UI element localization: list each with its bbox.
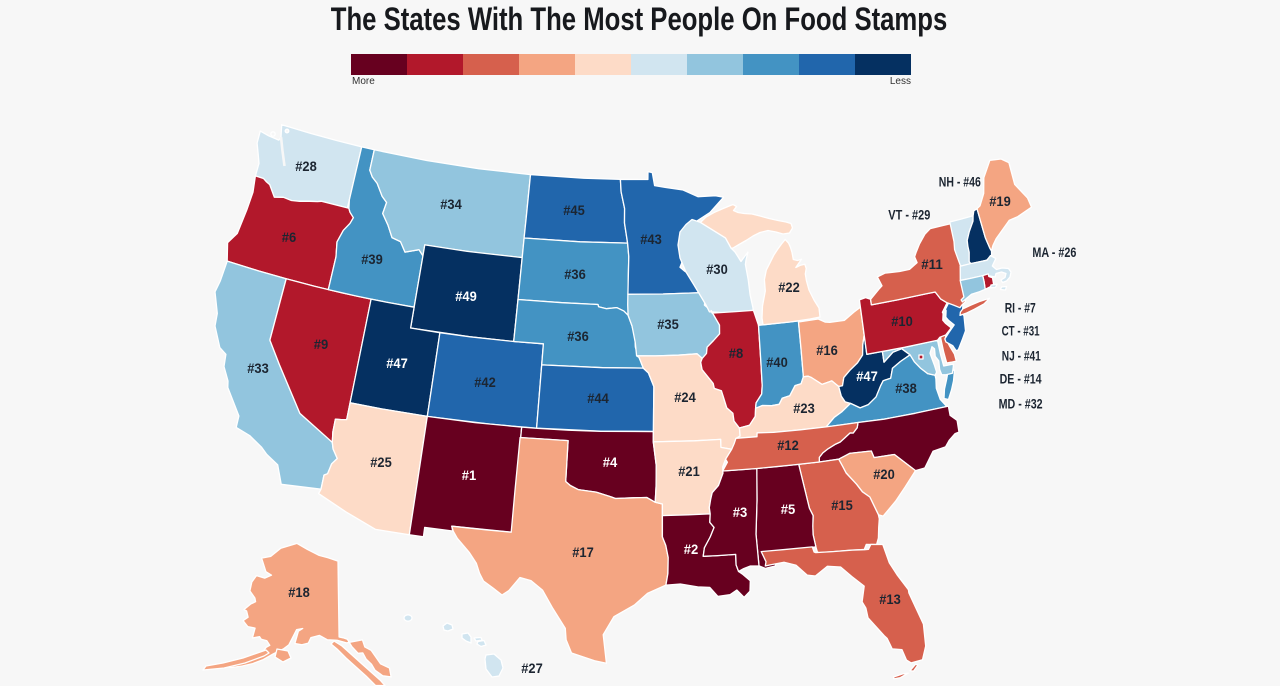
svg-text:#34: #34 <box>440 196 462 212</box>
svg-text:#3: #3 <box>733 504 748 520</box>
svg-text:#6: #6 <box>282 229 297 245</box>
svg-text:#47: #47 <box>856 368 878 384</box>
svg-text:#20: #20 <box>873 466 895 482</box>
svg-text:#13: #13 <box>879 591 901 607</box>
svg-text:#27: #27 <box>521 660 543 676</box>
svg-text:#24: #24 <box>674 389 696 405</box>
svg-text:DE - #14: DE - #14 <box>1000 371 1042 387</box>
svg-text:#18: #18 <box>288 584 310 600</box>
svg-text:NJ - #41: NJ - #41 <box>1002 348 1041 364</box>
svg-text:#35: #35 <box>657 316 679 332</box>
svg-text:RI - #7: RI - #7 <box>1005 300 1036 316</box>
svg-text:MA - #26: MA - #26 <box>1032 244 1076 260</box>
svg-text:#33: #33 <box>247 360 269 376</box>
svg-text:#43: #43 <box>640 231 662 247</box>
svg-text:#8: #8 <box>729 345 744 361</box>
svg-text:#49: #49 <box>455 288 477 304</box>
svg-text:#4: #4 <box>603 454 618 470</box>
svg-text:#44: #44 <box>587 390 609 406</box>
svg-text:#21: #21 <box>678 463 700 479</box>
svg-text:#40: #40 <box>766 354 788 370</box>
svg-text:#22: #22 <box>778 279 800 295</box>
svg-text:#36: #36 <box>564 266 586 282</box>
svg-text:#11: #11 <box>921 256 943 272</box>
svg-text:#2: #2 <box>684 541 699 557</box>
svg-text:#42: #42 <box>474 374 496 390</box>
svg-text:MD - #32: MD - #32 <box>999 396 1043 412</box>
svg-text:#17: #17 <box>572 544 594 560</box>
svg-text:CT - #31: CT - #31 <box>1002 323 1040 339</box>
svg-text:#45: #45 <box>563 202 585 218</box>
svg-text:#28: #28 <box>295 158 317 174</box>
svg-text:#38: #38 <box>895 380 917 396</box>
svg-text:#30: #30 <box>706 261 728 277</box>
svg-text:#5: #5 <box>781 501 796 517</box>
svg-text:#23: #23 <box>793 400 815 416</box>
svg-text:#47: #47 <box>386 355 408 371</box>
svg-text:NH - #46: NH - #46 <box>939 174 981 190</box>
svg-text:#10: #10 <box>891 313 913 329</box>
svg-text:#16: #16 <box>816 342 838 358</box>
svg-text:#19: #19 <box>989 193 1011 209</box>
svg-text:VT - #29: VT - #29 <box>888 207 930 223</box>
svg-text:#9: #9 <box>314 336 329 352</box>
svg-text:#12: #12 <box>777 437 799 453</box>
svg-text:#1: #1 <box>462 467 477 483</box>
svg-text:#15: #15 <box>831 497 853 513</box>
svg-text:#39: #39 <box>361 251 383 267</box>
svg-text:#36: #36 <box>567 328 589 344</box>
svg-text:#25: #25 <box>370 454 392 470</box>
